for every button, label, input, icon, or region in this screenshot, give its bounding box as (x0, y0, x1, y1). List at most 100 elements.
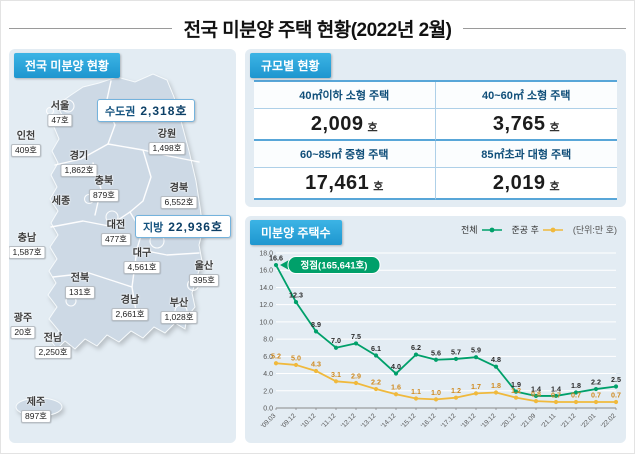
region-label: 충북 879호 (88, 176, 120, 202)
svg-text:18.0: 18.0 (259, 251, 273, 258)
svg-text:0.7: 0.7 (551, 390, 561, 399)
metro-outline-seoul (61, 99, 75, 113)
region-value: 1,498호 (148, 142, 186, 155)
svg-text:2.5: 2.5 (611, 375, 621, 384)
svg-text:2.2: 2.2 (591, 378, 601, 387)
province-border (136, 248, 200, 256)
svg-text:정점(165,641호): 정점(165,641호) (301, 260, 368, 272)
svg-text:'21.11: '21.11 (540, 412, 557, 429)
svg-text:1.4: 1.4 (531, 384, 541, 393)
scale-table: 40㎡이하 소형 주택 40~60㎡ 소형 주택 2,009 호 3,765 호 60~85… (254, 80, 617, 200)
svg-text:'19.12: '19.12 (480, 412, 498, 430)
title-rule-right (463, 27, 627, 29)
region-label: 인천 409호 (10, 131, 42, 157)
svg-text:12.3: 12.3 (289, 291, 303, 300)
svg-text:'15.12: '15.12 (400, 412, 418, 430)
svg-text:1.8: 1.8 (571, 381, 581, 390)
region-label: 전북 131호 (64, 273, 96, 299)
region-name: 경남 (120, 295, 140, 306)
region-value: 20호 (10, 326, 36, 339)
region-label: 대전 477호 (100, 220, 132, 246)
region-label: 경남 2,661호 (111, 295, 149, 321)
scale-cell-header: 40㎡이하 소형 주택 (254, 82, 436, 109)
scale-unit: 호 (549, 181, 560, 193)
svg-text:14.0: 14.0 (259, 285, 273, 292)
region-value: 409호 (10, 144, 42, 157)
svg-text:8.0: 8.0 (263, 337, 273, 344)
svg-text:'14.12: '14.12 (380, 412, 398, 430)
legend-item-total: 전체 (461, 223, 503, 236)
svg-text:0.7: 0.7 (571, 390, 581, 399)
scale-number: 2,009 (310, 112, 364, 135)
scale-cell-value: 17,461 호 (254, 168, 436, 200)
region-value: 2,250호 (34, 346, 72, 359)
scale-panel-header: 규모별 현황 (250, 53, 331, 78)
legend-marker-icon (481, 227, 502, 232)
region-label: 전남 2,250호 (34, 333, 72, 359)
svg-text:5.2: 5.2 (271, 352, 281, 361)
region-label: 대구 4,561호 (123, 248, 161, 274)
region-name: 서울 (50, 101, 70, 112)
region-value: 47호 (47, 114, 73, 127)
svg-text:1.2: 1.2 (511, 386, 521, 395)
svg-text:2.9: 2.9 (351, 372, 361, 381)
region-value: 131호 (64, 286, 96, 299)
svg-text:'12.12: '12.12 (340, 412, 358, 430)
legend-marker-icon (542, 227, 563, 232)
map-panel-header: 전국 미분양 현황 (14, 53, 120, 78)
scale-number: 3,765 (492, 112, 546, 135)
svg-text:10.0: 10.0 (259, 319, 273, 326)
region-value: 6,552호 (160, 196, 198, 209)
region-label: 경기 1,862호 (60, 151, 98, 177)
region-value: 4,561호 (123, 261, 161, 274)
jibang-label: 지방 (143, 221, 164, 234)
legend-label: 준공 후 (511, 225, 539, 235)
svg-text:0.7: 0.7 (611, 390, 621, 399)
scale-unit: 호 (367, 122, 378, 134)
region-value: 1,028호 (160, 311, 198, 324)
province-border (50, 211, 131, 228)
region-label: 제주 897호 (20, 397, 52, 423)
province-border (54, 143, 109, 166)
right-column: 규모별 현황 40㎡이하 소형 주택 40~60㎡ 소형 주택 2,009 호 3,76… (245, 49, 626, 443)
region-label: 경북 6,552호 (160, 183, 198, 209)
content-area: 전국 미분양 현황 (9, 49, 626, 443)
region-value: 395호 (188, 274, 220, 287)
svg-text:'11.12: '11.12 (320, 412, 337, 429)
chart-panel: 미분양 주택수 전체 준공 후 (단위:만 호) 0.0 2.0 4.0 6.0 8.0 10… (245, 216, 626, 443)
province-border (129, 149, 152, 213)
svg-text:1.2: 1.2 (451, 386, 461, 395)
svg-text:4.8: 4.8 (491, 355, 501, 364)
svg-text:'22.02: '22.02 (600, 412, 618, 430)
scale-number: 17,461 (305, 171, 370, 194)
region-value: 1,862호 (60, 164, 98, 177)
svg-text:'10.12: '10.12 (300, 412, 318, 430)
region-name: 강원 (157, 129, 177, 140)
svg-text:1.0: 1.0 (431, 388, 441, 397)
region-name: 전북 (70, 273, 90, 284)
region-label: 광주 20호 (10, 313, 36, 339)
svg-text:8.9: 8.9 (311, 320, 321, 329)
svg-text:7.5: 7.5 (351, 332, 361, 341)
svg-text:1.8: 1.8 (491, 381, 501, 390)
region-value: 2,661호 (111, 308, 149, 321)
svg-text:5.9: 5.9 (471, 346, 481, 355)
svg-text:0.7: 0.7 (591, 390, 601, 399)
jibang-total-box: 지방 22,936호 (135, 215, 231, 238)
svg-text:4.3: 4.3 (311, 359, 321, 368)
unsold-housing-line-chart: 0.0 2.0 4.0 6.0 8.0 10.0 12.0 14.0 16.0 18.0 '09.0… (259, 251, 621, 430)
region-name: 세종 (51, 196, 71, 207)
region-label: 부산 1,028호 (160, 298, 198, 324)
region-label: 충남 1,587호 (9, 233, 46, 259)
region-name: 부산 (169, 298, 189, 309)
jibang-value: 22,936호 (168, 220, 223, 234)
svg-text:'22.01: '22.01 (580, 412, 598, 430)
page-title: 전국 미분양 주택 현황(2022년 2월) (183, 19, 452, 41)
region-value: 1,587호 (9, 246, 46, 259)
svg-text:1.9: 1.9 (511, 380, 521, 389)
svg-text:5.6: 5.6 (431, 348, 441, 357)
region-name: 대구 (132, 248, 152, 259)
region-label: 세종 (52, 196, 70, 208)
svg-text:4.0: 4.0 (391, 362, 401, 371)
